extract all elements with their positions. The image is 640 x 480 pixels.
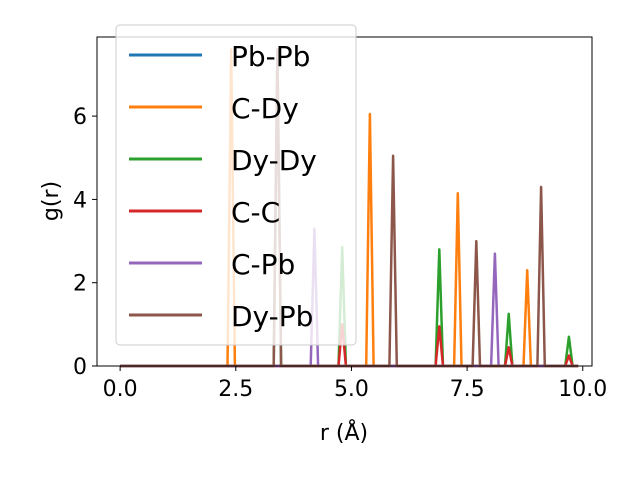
x-tick-label: 5.0 xyxy=(334,377,369,402)
y-tick-label: 4 xyxy=(73,188,87,213)
y-axis-label: g(r) xyxy=(39,181,64,221)
x-tick-label: 0.0 xyxy=(103,377,138,402)
legend-label-c-pb: C-Pb xyxy=(231,248,295,281)
legend-label-c-c: C-C xyxy=(231,196,280,229)
legend-box xyxy=(115,24,357,346)
legend-label-dy-pb: Dy-Pb xyxy=(231,300,313,333)
y-tick-label: 6 xyxy=(73,105,87,130)
y-tick-label: 0 xyxy=(73,355,87,380)
x-tick-label: 2.5 xyxy=(218,377,253,402)
legend: Pb-Pb C-Dy Dy-Dy C-C C-Pb Dy-Pb xyxy=(115,24,357,346)
x-tick-label: 10.0 xyxy=(558,377,607,402)
y-tick-label: 2 xyxy=(73,272,87,297)
legend-label-dy-dy: Dy-Dy xyxy=(231,144,317,177)
axes-layer: 0.0 2.5 5.0 7.5 10.0 0 2 4 6 xyxy=(73,105,607,402)
x-axis-label: r (Å) xyxy=(320,419,368,446)
legend-label-c-dy: C-Dy xyxy=(231,92,299,125)
legend-label-pb-pb: Pb-Pb xyxy=(231,40,310,73)
x-tick-label: 7.5 xyxy=(450,377,485,402)
